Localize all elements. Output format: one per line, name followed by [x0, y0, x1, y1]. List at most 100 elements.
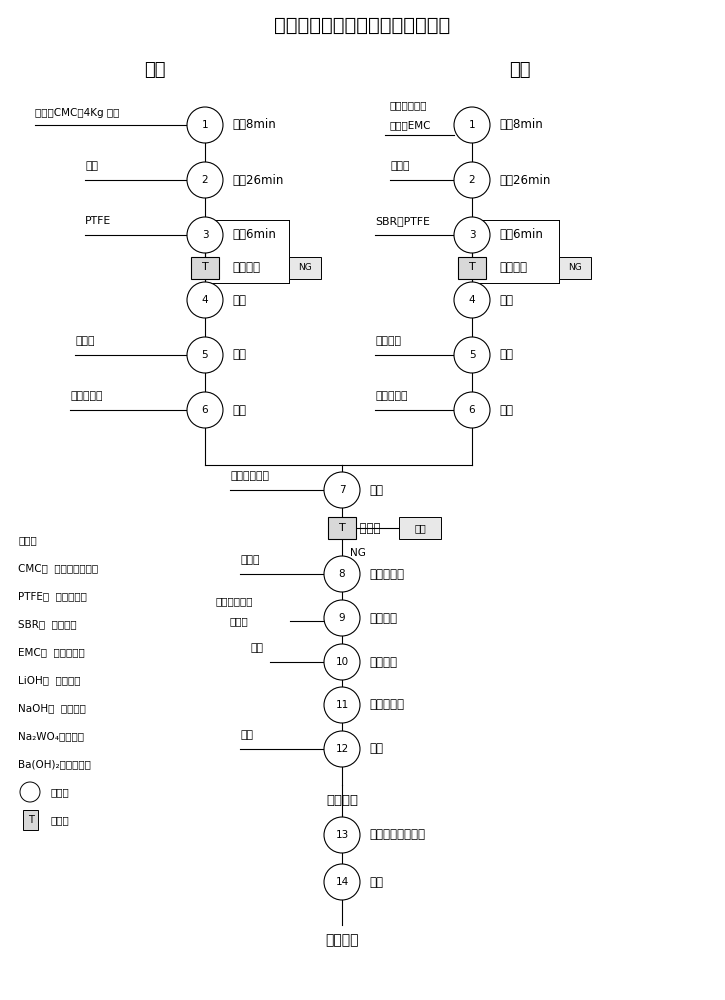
- Text: 超高温长寿命镍氢电池工艺流程图: 超高温长寿命镍氢电池工艺流程图: [274, 15, 451, 34]
- Text: NG: NG: [298, 263, 312, 272]
- Circle shape: [324, 472, 360, 508]
- Circle shape: [324, 731, 360, 767]
- Text: 6: 6: [202, 405, 208, 415]
- Text: 1: 1: [202, 120, 208, 130]
- Text: 搅拌6min: 搅拌6min: [232, 229, 276, 241]
- Text: 合金粉: 合金粉: [390, 161, 410, 171]
- Text: 盖帽、密封圈: 盖帽、密封圈: [215, 596, 252, 606]
- Circle shape: [324, 556, 360, 592]
- Circle shape: [187, 337, 223, 373]
- FancyBboxPatch shape: [289, 256, 321, 278]
- Text: 负极: 负极: [509, 61, 531, 79]
- Text: 镍带、胶带: 镍带、胶带: [375, 391, 407, 401]
- Text: LiOH：  氢氧化锂: LiOH： 氢氧化锂: [18, 675, 80, 685]
- Text: ：加工: ：加工: [50, 787, 69, 797]
- Text: 球镍: 球镍: [85, 161, 98, 171]
- Text: 10: 10: [336, 657, 349, 667]
- Text: 4: 4: [202, 295, 208, 305]
- Text: 入库成品: 入库成品: [326, 933, 359, 947]
- FancyBboxPatch shape: [328, 517, 356, 539]
- Text: 3: 3: [202, 230, 208, 240]
- FancyBboxPatch shape: [559, 256, 591, 278]
- Text: 纯水、CMC、4Kg 球镍: 纯水、CMC、4Kg 球镍: [35, 108, 120, 118]
- Text: 过筛: 过筛: [232, 294, 246, 306]
- Text: 搅拌8min: 搅拌8min: [499, 118, 543, 131]
- Text: 6: 6: [468, 405, 476, 415]
- Circle shape: [324, 864, 360, 900]
- Circle shape: [454, 282, 490, 318]
- Circle shape: [324, 687, 360, 723]
- Text: 镍带、胶带: 镍带、胶带: [70, 391, 102, 401]
- Text: 镍粉、EMC: 镍粉、EMC: [390, 120, 431, 130]
- Text: 密封胶: 密封胶: [230, 616, 249, 626]
- Circle shape: [324, 600, 360, 636]
- Text: 喷码: 喷码: [369, 742, 383, 756]
- Text: EMC：  碳酸甲乙酯: EMC： 碳酸甲乙酯: [18, 647, 85, 657]
- Text: Ba(OH)₂：氢氧化钡: Ba(OH)₂：氢氧化钡: [18, 759, 91, 769]
- Text: Na₂WO₄：钨酸钠: Na₂WO₄：钨酸钠: [18, 731, 84, 741]
- Text: 光身电池: 光身电池: [326, 794, 358, 806]
- Circle shape: [187, 282, 223, 318]
- Text: 制片: 制片: [232, 403, 246, 416]
- Text: 7: 7: [339, 485, 345, 495]
- Text: 油墨: 油墨: [240, 730, 253, 740]
- Circle shape: [187, 162, 223, 198]
- Circle shape: [324, 817, 360, 853]
- Text: 过筛: 过筛: [499, 294, 513, 306]
- FancyBboxPatch shape: [458, 256, 486, 278]
- Text: 正极: 正极: [144, 61, 166, 79]
- FancyBboxPatch shape: [191, 256, 219, 278]
- Text: 纯水、添加剂: 纯水、添加剂: [390, 100, 428, 110]
- Text: 5: 5: [202, 350, 208, 360]
- Text: T: T: [28, 815, 33, 825]
- Text: SBR：  丁苯橡胶: SBR： 丁苯橡胶: [18, 619, 77, 629]
- Text: NaOH：  氢氧化钠: NaOH： 氢氧化钠: [18, 703, 86, 713]
- Text: 14: 14: [336, 877, 349, 887]
- Text: 11: 11: [336, 700, 349, 710]
- Text: 返工: 返工: [414, 523, 426, 533]
- Text: 预充、化成、检测: 预充、化成、检测: [369, 828, 425, 842]
- Text: 注电解液: 注电解液: [369, 656, 397, 668]
- Circle shape: [187, 107, 223, 143]
- Text: PTFE: PTFE: [85, 216, 111, 226]
- Circle shape: [454, 107, 490, 143]
- Text: 点焊盖帽: 点焊盖帽: [369, 611, 397, 624]
- Text: 12: 12: [336, 744, 349, 754]
- Text: 8: 8: [339, 569, 345, 579]
- Text: 测固含量: 测固含量: [232, 261, 260, 274]
- Text: T: T: [202, 262, 208, 272]
- Circle shape: [20, 782, 40, 802]
- Circle shape: [324, 644, 360, 680]
- Text: CMC：  羧甲基纤维素钠: CMC： 羧甲基纤维素钠: [18, 563, 98, 573]
- Text: 3: 3: [468, 230, 476, 240]
- Text: 测短路: 测短路: [352, 522, 381, 534]
- Text: 搅拌26min: 搅拌26min: [499, 174, 550, 187]
- Circle shape: [454, 162, 490, 198]
- Text: PTFE：  聚四氟乙烯: PTFE： 聚四氟乙烯: [18, 591, 87, 601]
- Text: T: T: [468, 262, 476, 272]
- Text: T: T: [339, 523, 345, 533]
- Text: SBR、PTFE: SBR、PTFE: [375, 216, 430, 226]
- Text: 隔片: 隔片: [250, 643, 263, 653]
- Text: 搅拌26min: 搅拌26min: [232, 174, 283, 187]
- FancyBboxPatch shape: [399, 517, 441, 539]
- Text: 5: 5: [468, 350, 476, 360]
- Text: 制片: 制片: [499, 403, 513, 416]
- Text: 2: 2: [468, 175, 476, 185]
- Circle shape: [187, 392, 223, 428]
- Text: 测固含量: 测固含量: [499, 261, 527, 274]
- Text: 多孔钢带: 多孔钢带: [375, 336, 401, 346]
- Text: NG: NG: [350, 548, 366, 558]
- FancyBboxPatch shape: [23, 810, 38, 830]
- Text: 压帽、封口: 压帽、封口: [369, 698, 404, 712]
- Circle shape: [454, 337, 490, 373]
- Text: 搅拌6min: 搅拌6min: [499, 229, 543, 241]
- Text: 泡沫镍: 泡沫镍: [75, 336, 94, 346]
- Text: 1: 1: [468, 120, 476, 130]
- Text: 老化: 老化: [369, 876, 383, 888]
- Text: 拉浆: 拉浆: [499, 349, 513, 361]
- Text: NG: NG: [568, 263, 582, 272]
- Circle shape: [454, 392, 490, 428]
- Text: 密封胶: 密封胶: [240, 555, 260, 565]
- Text: 拉浆: 拉浆: [232, 349, 246, 361]
